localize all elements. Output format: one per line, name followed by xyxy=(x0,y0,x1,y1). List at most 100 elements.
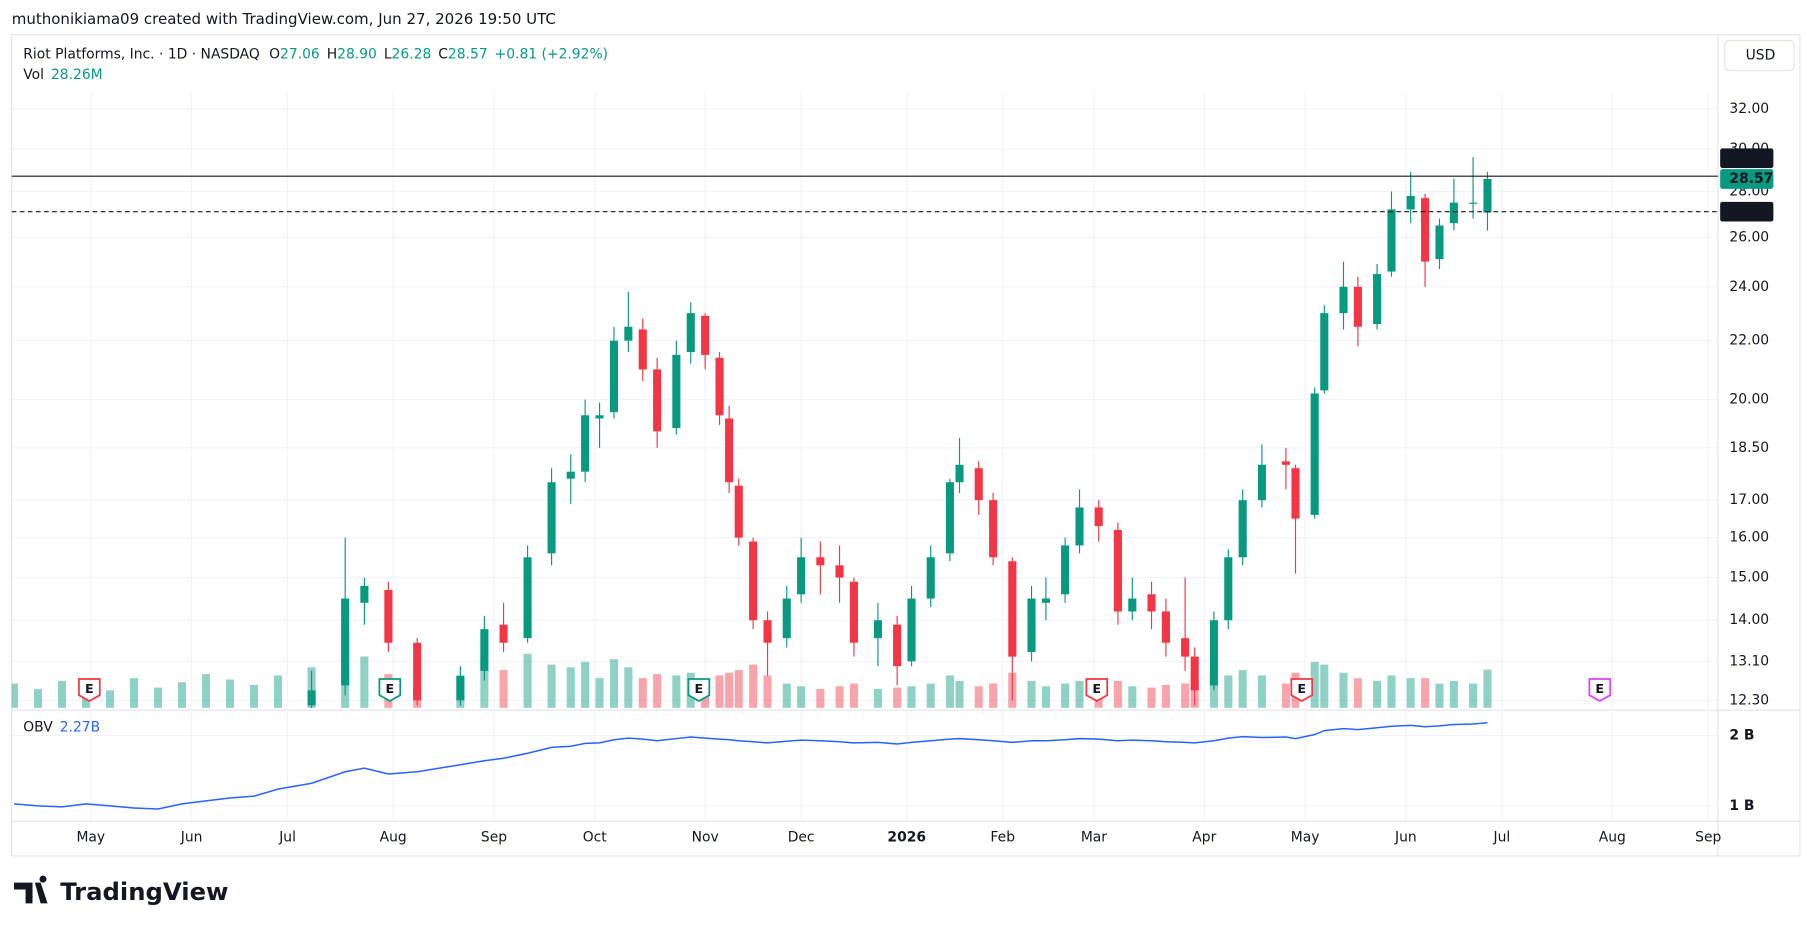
candle-body xyxy=(835,565,844,578)
volume-bar xyxy=(1469,683,1478,708)
candle-body xyxy=(413,642,422,701)
x-tick-label: Jun xyxy=(180,829,203,845)
volume-bar xyxy=(1353,678,1362,708)
volume-bar xyxy=(907,686,916,708)
candle-body xyxy=(945,482,954,554)
volume-bar xyxy=(1224,675,1233,708)
x-tick-label: Aug xyxy=(380,829,407,845)
volume-layer xyxy=(11,633,1492,708)
volume-bar xyxy=(177,682,187,708)
volume-bar xyxy=(893,687,902,708)
volume-bar xyxy=(566,667,575,708)
credit: muthonikiama09 created with TradingView.… xyxy=(12,10,556,28)
earnings-marker xyxy=(78,678,101,702)
volume-bar xyxy=(595,678,604,708)
x-tick-label: Aug xyxy=(1599,829,1626,845)
obv-tick-label: 1 B xyxy=(1729,798,1754,814)
currency[interactable]: USD xyxy=(1746,48,1776,64)
obv-label: OBV xyxy=(23,720,53,736)
candle-body xyxy=(1161,611,1170,643)
volume-bar xyxy=(763,675,772,708)
price-label-box xyxy=(1720,169,1774,189)
ohlc: O27.06 H28.90 L26.28 C28.57 xyxy=(269,46,488,62)
x-tick-label: Sep xyxy=(481,829,507,845)
candle-body xyxy=(1406,195,1415,210)
candle-body xyxy=(849,581,858,643)
x-tick-label: Jul xyxy=(278,829,296,845)
volume-bar xyxy=(1449,680,1458,708)
candle-body xyxy=(1027,598,1036,652)
volume-bar xyxy=(1147,687,1156,708)
y-tick-label: 12.30 xyxy=(1729,692,1769,708)
volume-bar xyxy=(816,688,825,708)
candle-body xyxy=(782,598,791,639)
candle-body xyxy=(926,557,935,599)
volume-bar xyxy=(638,678,647,708)
symbol: Riot Platforms, Inc. · 1D · NASDAQ xyxy=(23,46,260,62)
ohlc-value: 28.57 xyxy=(448,46,488,62)
candle-body xyxy=(1310,393,1319,515)
candle-body xyxy=(734,485,743,538)
candle-body xyxy=(581,415,590,472)
ohlc-key: L xyxy=(384,46,392,62)
earnings-marker xyxy=(1290,678,1314,702)
candle-body xyxy=(1113,529,1122,612)
candle-body xyxy=(749,541,758,621)
earnings-label: E xyxy=(85,681,94,696)
volume-bar xyxy=(1027,680,1036,708)
earnings-marker xyxy=(687,678,711,702)
candle-body xyxy=(1387,209,1396,272)
volume-bar xyxy=(1320,664,1329,708)
candle-body xyxy=(1061,545,1070,595)
candle-body xyxy=(1421,198,1430,262)
volume-bar xyxy=(1281,683,1290,708)
price-label-box xyxy=(1720,148,1774,169)
x-tick-label: Jul xyxy=(1493,829,1511,845)
volume-bar xyxy=(57,680,67,708)
volume-bar xyxy=(273,675,283,708)
candle-body xyxy=(1469,202,1478,204)
candle-body xyxy=(701,315,710,355)
vol-value: 28.26M xyxy=(51,67,103,83)
candle-body xyxy=(1209,620,1218,686)
volume-bar xyxy=(797,686,806,708)
obv-line xyxy=(13,721,1488,810)
volume-bar xyxy=(609,659,619,708)
volume-bar xyxy=(581,661,590,708)
currency-button[interactable] xyxy=(1724,39,1795,72)
ohlc-key: C xyxy=(438,46,448,62)
x-tick-label: Feb xyxy=(990,829,1015,845)
x-tick-label: Sep xyxy=(1695,829,1721,845)
volume-bar xyxy=(499,670,508,708)
candle-body xyxy=(1353,286,1362,327)
volume-bar xyxy=(360,656,369,708)
x-tick-label: Dec xyxy=(788,829,815,845)
candle-body xyxy=(1291,468,1300,519)
candle-layer xyxy=(307,157,1492,708)
x-tick-label: Oct xyxy=(583,829,608,845)
earnings-label: E xyxy=(385,681,394,696)
x-tick-label: May xyxy=(1291,829,1320,845)
candle-body xyxy=(609,340,619,413)
volume-bar xyxy=(153,687,163,708)
logo-icon xyxy=(14,875,48,904)
earnings-label: E xyxy=(695,681,704,696)
candle-body xyxy=(566,471,575,479)
earnings-label: E xyxy=(1297,681,1306,696)
y-tick-label: 16.00 xyxy=(1729,530,1769,546)
obv-legend: OBV 2.27B xyxy=(23,720,100,736)
candle-body xyxy=(907,598,916,662)
candle-body xyxy=(1181,638,1190,657)
candle-body xyxy=(1257,464,1266,501)
candle-body xyxy=(456,675,465,701)
volume-bar xyxy=(1181,683,1190,708)
candle-body xyxy=(384,590,393,643)
volume-bar xyxy=(1238,670,1247,708)
y-tick-label: 15.00 xyxy=(1729,570,1769,586)
candle-body xyxy=(873,620,882,639)
volume-bar xyxy=(1075,680,1084,708)
y-tick-label: 26.00 xyxy=(1729,229,1769,245)
volume-bar xyxy=(547,664,556,708)
